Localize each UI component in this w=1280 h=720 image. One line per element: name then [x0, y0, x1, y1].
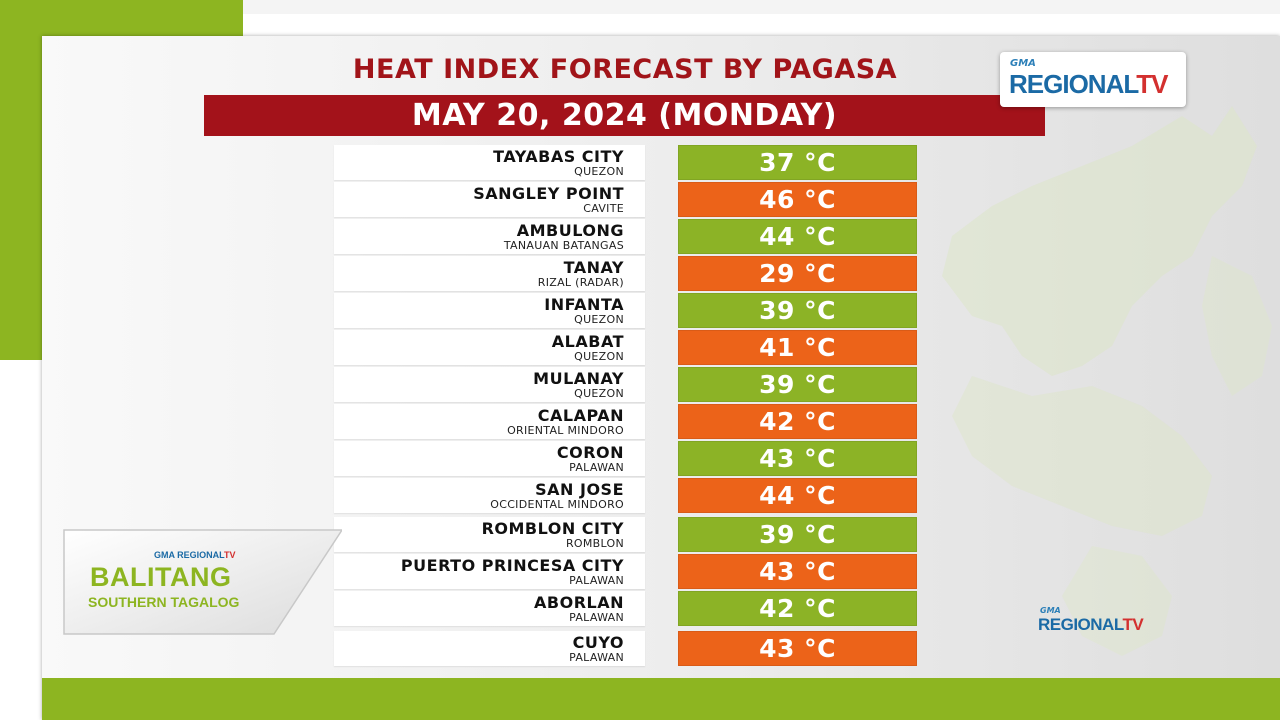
heat-index-value: 44 °C — [678, 219, 917, 254]
location-province: PALAWAN — [569, 574, 624, 587]
location-cell: ROMBLON CITY ROMBLON — [334, 517, 645, 552]
location-cell: SAN JOSE OCCIDENTAL MINDORO — [334, 478, 645, 513]
gma-regional-tv-logo: GMA REGIONALTV — [1000, 52, 1186, 107]
heat-index-value: 41 °C — [678, 330, 917, 365]
map-background-graphic — [942, 106, 1272, 656]
location-cell: CORON PALAWAN — [334, 441, 645, 476]
table-row: MULANAY QUEZON 39 °C — [334, 367, 917, 402]
tv-word: TV — [1136, 69, 1168, 99]
badge-regional-tv-logo: GMA REGIONALTV — [154, 550, 236, 560]
heat-index-value: 39 °C — [678, 517, 917, 552]
table-row: INFANTA QUEZON 39 °C — [334, 293, 917, 328]
date-text: MAY 20, 2024 (MONDAY) — [411, 98, 838, 133]
heat-index-value: 39 °C — [678, 367, 917, 402]
gma-regional-tv-watermark: GMA REGIONALTV — [1038, 606, 1158, 636]
badge-tv-word: TV — [224, 550, 236, 560]
watermark-regional-word: REGIONAL — [1038, 615, 1123, 634]
location-province: RIZAL (RADAR) — [537, 276, 624, 289]
location-province: QUEZON — [574, 387, 624, 400]
location-cell: PUERTO PRINCESA CITY PALAWAN — [334, 554, 645, 589]
location-province: QUEZON — [574, 350, 624, 363]
page-title: HEAT INDEX FORECAST BY PAGASA — [352, 54, 898, 85]
location-name: ABORLAN — [534, 593, 624, 612]
table-row: ROMBLON CITY ROMBLON 39 °C — [334, 517, 917, 552]
badge-regional-word: GMA REGIONAL — [154, 550, 224, 560]
location-cell: ABORLAN PALAWAN — [334, 591, 645, 626]
location-cell: INFANTA QUEZON — [334, 293, 645, 328]
location-name: CALAPAN — [537, 406, 624, 425]
location-name: AMBULONG — [516, 221, 624, 240]
bottom-bar — [42, 678, 1280, 720]
location-province: TANAUAN BATANGAS — [503, 239, 624, 252]
watermark-tv-word: TV — [1122, 615, 1144, 634]
heat-index-value: 44 °C — [678, 478, 917, 513]
badge-title: BALITANG — [90, 562, 232, 592]
location-province: QUEZON — [574, 313, 624, 326]
location-name: TANAY — [563, 258, 624, 277]
location-cell: TANAY RIZAL (RADAR) — [334, 256, 645, 291]
table-row: TANAY RIZAL (RADAR) 29 °C — [334, 256, 917, 291]
location-province: ORIENTAL MINDORO — [507, 424, 624, 437]
gma-watermark-text: GMA — [1040, 606, 1061, 615]
table-row: SANGLEY POINT CAVITE 46 °C — [334, 182, 917, 217]
table-row: AMBULONG TANAUAN BATANGAS 44 °C — [334, 219, 917, 254]
location-name: INFANTA — [544, 295, 624, 314]
table-row: ABORLAN PALAWAN 42 °C — [334, 591, 917, 626]
date-banner: MAY 20, 2024 (MONDAY) — [204, 95, 1045, 136]
location-province: PALAWAN — [569, 651, 624, 664]
heat-index-value: 42 °C — [678, 404, 917, 439]
regional-tv-logo-text: REGIONALTV — [1009, 69, 1169, 100]
heat-index-value: 43 °C — [678, 441, 917, 476]
table-row: CUYO PALAWAN 43 °C — [334, 631, 917, 666]
top-strip — [243, 0, 1280, 14]
heat-index-value: 39 °C — [678, 293, 917, 328]
location-cell: TAYABAS CITY QUEZON — [334, 145, 645, 180]
location-cell: CALAPAN ORIENTAL MINDORO — [334, 404, 645, 439]
table-row: CALAPAN ORIENTAL MINDORO 42 °C — [334, 404, 917, 439]
location-province: QUEZON — [574, 165, 624, 178]
location-province: OCCIDENTAL MINDORO — [490, 498, 624, 511]
location-cell: AMBULONG TANAUAN BATANGAS — [334, 219, 645, 254]
heat-index-value: 46 °C — [678, 182, 917, 217]
heat-index-value: 42 °C — [678, 591, 917, 626]
heat-index-value: 37 °C — [678, 145, 917, 180]
gma-logo-text: GMA — [1010, 58, 1036, 69]
location-cell: CUYO PALAWAN — [334, 631, 645, 666]
location-name: ALABAT — [551, 332, 624, 351]
location-province: CAVITE — [583, 202, 624, 215]
location-name: MULANAY — [533, 369, 624, 388]
location-name: CUYO — [572, 633, 624, 652]
location-province: PALAWAN — [569, 611, 624, 624]
location-province: PALAWAN — [569, 461, 624, 474]
location-cell: MULANAY QUEZON — [334, 367, 645, 402]
location-province: ROMBLON — [565, 537, 624, 550]
balitang-southern-tagalog-badge: GMA REGIONALTV BALITANG SOUTHERN TAGALOG — [62, 528, 342, 636]
heat-index-value: 43 °C — [678, 554, 917, 589]
location-name: SAN JOSE — [535, 480, 624, 499]
table-row: CORON PALAWAN 43 °C — [334, 441, 917, 476]
table-row: ALABAT QUEZON 41 °C — [334, 330, 917, 365]
table-row: TAYABAS CITY QUEZON 37 °C — [334, 145, 917, 180]
table-row: PUERTO PRINCESA CITY PALAWAN 43 °C — [334, 554, 917, 589]
badge-background — [63, 529, 342, 635]
regional-word: REGIONAL — [1009, 69, 1137, 99]
badge-subtitle: SOUTHERN TAGALOG — [88, 594, 240, 610]
location-name: SANGLEY POINT — [473, 184, 624, 203]
location-name: PUERTO PRINCESA CITY — [400, 556, 624, 575]
regional-tv-watermark-text: REGIONALTV — [1038, 615, 1144, 635]
location-name: TAYABAS CITY — [493, 147, 624, 166]
location-cell: SANGLEY POINT CAVITE — [334, 182, 645, 217]
table-row: SAN JOSE OCCIDENTAL MINDORO 44 °C — [334, 478, 917, 513]
heat-index-value: 43 °C — [678, 631, 917, 666]
location-name: ROMBLON CITY — [481, 519, 624, 538]
location-name: CORON — [556, 443, 624, 462]
location-cell: ALABAT QUEZON — [334, 330, 645, 365]
heat-index-value: 29 °C — [678, 256, 917, 291]
